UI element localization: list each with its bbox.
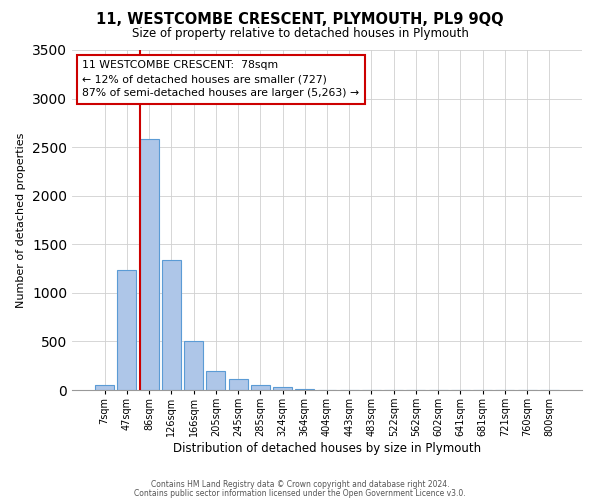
- Text: 11 WESTCOMBE CRESCENT:  78sqm
← 12% of detached houses are smaller (727)
87% of : 11 WESTCOMBE CRESCENT: 78sqm ← 12% of de…: [82, 60, 359, 98]
- Bar: [140, 140, 158, 390]
- Text: Size of property relative to detached houses in Plymouth: Size of property relative to detached ho…: [131, 28, 469, 40]
- Bar: [251, 385, 270, 390]
- Y-axis label: Number of detached properties: Number of detached properties: [16, 132, 26, 308]
- Bar: [295, 388, 314, 390]
- Bar: [118, 270, 136, 390]
- Text: 11, WESTCOMBE CRESCENT, PLYMOUTH, PL9 9QQ: 11, WESTCOMBE CRESCENT, PLYMOUTH, PL9 9Q…: [96, 12, 504, 28]
- Text: Contains HM Land Registry data © Crown copyright and database right 2024.: Contains HM Land Registry data © Crown c…: [151, 480, 449, 489]
- Bar: [273, 387, 292, 390]
- Bar: [206, 371, 225, 390]
- X-axis label: Distribution of detached houses by size in Plymouth: Distribution of detached houses by size …: [173, 442, 481, 455]
- Text: Contains public sector information licensed under the Open Government Licence v3: Contains public sector information licen…: [134, 488, 466, 498]
- Bar: [162, 260, 181, 390]
- Bar: [229, 380, 248, 390]
- Bar: [184, 342, 203, 390]
- Bar: [95, 385, 114, 390]
